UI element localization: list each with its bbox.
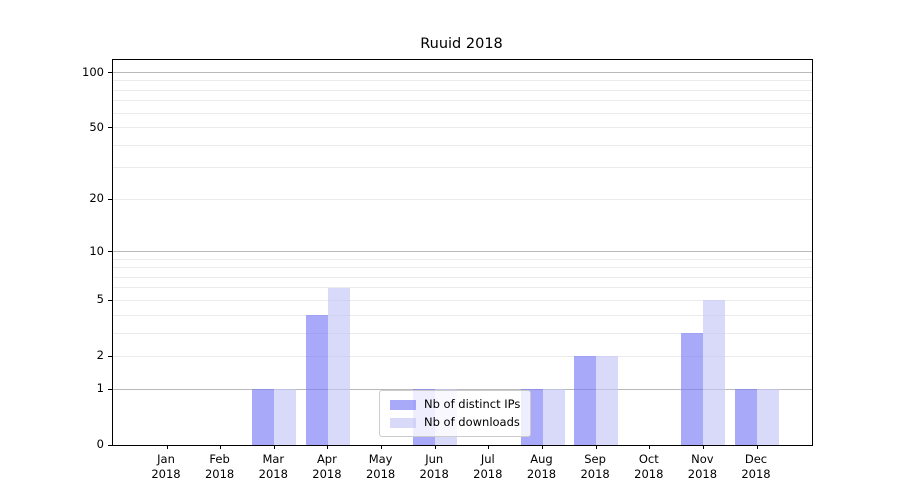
legend-swatch-downloads bbox=[390, 417, 416, 428]
gridline-minor bbox=[113, 144, 812, 146]
y-tick-label: 5 bbox=[96, 292, 104, 307]
y-tick-label: 2 bbox=[96, 348, 104, 363]
x-tick bbox=[702, 445, 704, 449]
x-tick-label: Jul 2018 bbox=[473, 452, 503, 481]
x-tick bbox=[488, 445, 490, 449]
y-tick bbox=[108, 299, 112, 301]
y-tick-label: 20 bbox=[89, 191, 104, 206]
bar-downloads bbox=[327, 287, 350, 445]
gridline-minor bbox=[113, 299, 812, 301]
x-tick-label: Mar 2018 bbox=[258, 452, 288, 481]
gridline-minor bbox=[113, 276, 812, 278]
bar-distinct-ips bbox=[681, 333, 704, 445]
x-tick-label: Oct 2018 bbox=[634, 452, 664, 481]
y-tick-label: 50 bbox=[89, 119, 104, 134]
bar-distinct-ips bbox=[574, 356, 597, 445]
chart-title: Ruuid 2018 bbox=[420, 36, 503, 52]
gridline-major bbox=[113, 251, 812, 252]
legend-item-downloads: Nb of downloads bbox=[390, 416, 520, 429]
y-tick bbox=[108, 127, 112, 129]
x-tick bbox=[756, 445, 758, 449]
legend-label-downloads: Nb of downloads bbox=[424, 415, 520, 429]
y-tick bbox=[108, 72, 112, 73]
x-tick bbox=[327, 445, 329, 449]
y-tick bbox=[108, 355, 112, 357]
x-tick bbox=[595, 445, 597, 449]
y-tick bbox=[108, 444, 112, 446]
x-tick-label: Feb 2018 bbox=[204, 452, 235, 481]
y-tick bbox=[108, 198, 112, 200]
bar-downloads bbox=[703, 300, 726, 445]
x-tick bbox=[166, 445, 168, 449]
x-tick-label: Jun 2018 bbox=[419, 452, 449, 481]
x-tick-label: Aug 2018 bbox=[526, 452, 557, 481]
y-tick-label: 0 bbox=[96, 437, 104, 451]
gridline-minor bbox=[113, 287, 812, 289]
legend-item-distinct-ips: Nb of distinct IPs bbox=[390, 398, 520, 411]
gridline-minor bbox=[113, 127, 812, 129]
gridline-minor bbox=[113, 89, 812, 91]
bar-downloads bbox=[596, 356, 619, 445]
x-tick bbox=[220, 445, 222, 449]
gridline-major bbox=[113, 72, 812, 73]
x-tick-label: Dec 2018 bbox=[741, 452, 771, 481]
x-tick bbox=[434, 445, 436, 449]
x-tick-label: Jan 2018 bbox=[151, 452, 181, 481]
x-tick-label: May 2018 bbox=[365, 452, 396, 481]
plot-area: Nb of distinct IPs Nb of downloads bbox=[108, 59, 813, 449]
legend-swatch-distinct-ips bbox=[390, 399, 416, 410]
gridline-minor bbox=[113, 198, 812, 200]
bar-distinct-ips bbox=[735, 389, 757, 445]
x-tick-label: Sep 2018 bbox=[580, 452, 610, 481]
gridline-major bbox=[113, 388, 812, 390]
bar-downloads bbox=[757, 389, 779, 445]
x-tick bbox=[649, 445, 651, 449]
gridline-minor bbox=[113, 80, 812, 82]
bar-downloads bbox=[542, 389, 565, 445]
gridline-minor bbox=[113, 100, 812, 102]
gridline-minor bbox=[113, 314, 812, 316]
gridline-minor bbox=[113, 167, 812, 169]
legend: Nb of distinct IPs Nb of downloads bbox=[379, 390, 532, 437]
y-tick bbox=[108, 251, 112, 252]
legend-label-distinct-ips: Nb of distinct IPs bbox=[424, 397, 521, 411]
gridline-minor bbox=[113, 355, 812, 357]
y-tick-label: 10 bbox=[89, 243, 104, 258]
gridline-minor bbox=[113, 112, 812, 114]
gridline-minor bbox=[113, 267, 812, 269]
gridline-minor bbox=[113, 332, 812, 334]
y-tick bbox=[108, 388, 112, 390]
bar-downloads bbox=[274, 389, 297, 445]
bar-distinct-ips bbox=[252, 389, 275, 445]
x-tick bbox=[381, 445, 383, 449]
bar-distinct-ips bbox=[305, 315, 328, 445]
x-tick-label: Nov 2018 bbox=[687, 452, 718, 481]
gridline-minor bbox=[113, 258, 812, 260]
x-tick-label: Apr 2018 bbox=[312, 452, 342, 481]
y-tick-label: 100 bbox=[82, 64, 104, 79]
x-tick bbox=[542, 445, 543, 449]
y-tick-label: 1 bbox=[96, 381, 104, 396]
x-tick bbox=[273, 445, 275, 449]
